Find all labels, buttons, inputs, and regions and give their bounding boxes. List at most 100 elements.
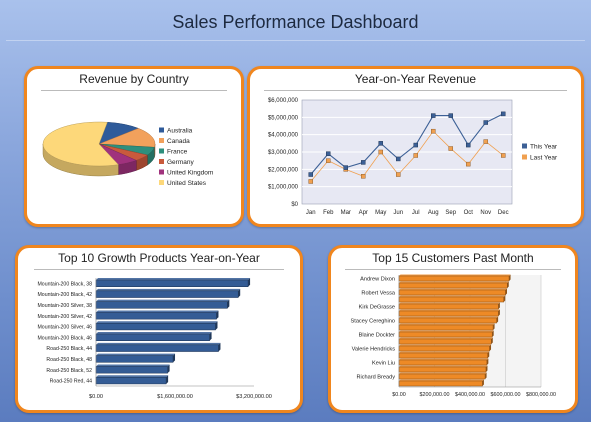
data-point-last-year xyxy=(483,139,488,144)
panel-title-yoy-revenue: Year-on-Year Revenue xyxy=(354,72,477,86)
bar-side xyxy=(238,288,241,298)
bar-side xyxy=(167,364,170,374)
bar-side xyxy=(489,344,492,352)
bar-side xyxy=(227,299,230,309)
x-tick-label: Jul xyxy=(412,210,420,216)
top-products-panel: Top 10 Growth Products Year-on-Year Moun… xyxy=(15,245,303,413)
y-tick-label: $1,000,000 xyxy=(268,185,299,191)
legend-label-this-year: This Year xyxy=(530,144,558,151)
series-line-this-year xyxy=(310,113,504,175)
bar xyxy=(398,282,508,289)
bar-side xyxy=(248,278,251,287)
category-label: Mountain-200 Silver, 42 xyxy=(37,314,92,320)
legend-swatch-united-states xyxy=(159,180,164,185)
dashboard-title: Sales Performance Dashboard xyxy=(172,12,419,32)
legend-label-last-year: Last Year xyxy=(530,155,558,162)
bar-top xyxy=(399,337,493,339)
legend-swatch-australia xyxy=(159,127,164,133)
yoy-revenue-chart: $0 $1,000,000 $2,000,000 $3,000,000 $4,000,0… xyxy=(268,98,558,216)
legend-swatch-this-year xyxy=(522,143,527,149)
pie-slice-canada xyxy=(98,128,156,148)
category-label: Mountain-200 Silver, 38 xyxy=(37,303,92,309)
bar xyxy=(398,324,494,331)
category-label: Road-250 Black, 48 xyxy=(46,357,92,363)
bar-side xyxy=(218,342,221,352)
panel-title-top-customers: Top 15 Customers Past Month xyxy=(372,251,534,265)
category-label: Stacey Cereghino xyxy=(351,319,395,325)
data-point-this-year xyxy=(396,156,401,162)
panel-divider xyxy=(41,90,227,91)
bar xyxy=(398,275,510,282)
category-label: Robert Vessa xyxy=(361,291,395,297)
x-tick-label: $800,000.00 xyxy=(526,392,556,398)
category-label: Road-250 Black, 44 xyxy=(46,346,92,352)
panel-title-top-products: Top 10 Growth Products Year-on-Year xyxy=(58,251,260,265)
data-point-this-year xyxy=(326,151,331,156)
bar-top xyxy=(96,278,251,281)
legend-label-france: France xyxy=(167,149,188,156)
bar xyxy=(398,380,483,387)
bar-top xyxy=(96,342,221,345)
top-customers-panel: Top 15 Customers Past Month Andrew Dixon… xyxy=(328,245,578,413)
category-label: Mountain-200 Black, 42 xyxy=(37,292,92,298)
bar-top xyxy=(96,310,219,313)
legend-swatch-last-year xyxy=(522,154,527,160)
legend-label-united-states: United States xyxy=(167,180,207,187)
yoy-revenue-panel: Year-on-Year Revenue $0 $1,000,000 $2,000,… xyxy=(247,66,584,227)
revenue-by-country-chart: Australia Canada France Germany United Kingd… xyxy=(42,121,213,187)
bar-side xyxy=(487,351,490,359)
bar xyxy=(95,279,249,287)
bar xyxy=(95,323,216,331)
data-point-this-year xyxy=(308,172,313,177)
x-tick-label: Jun xyxy=(393,210,403,216)
bar xyxy=(398,289,506,296)
data-point-last-year xyxy=(448,146,453,151)
y-tick-label: $3,000,000 xyxy=(268,150,299,156)
x-tick-label: Dec xyxy=(498,210,509,216)
x-tick-label: $1,600,000.00 xyxy=(157,394,193,400)
x-tick-label: $3,200,000.00 xyxy=(236,394,272,400)
data-point-last-year xyxy=(466,161,471,167)
x-tick-label: Apr xyxy=(359,210,368,216)
bar-side xyxy=(486,358,489,366)
pie-slice-united-states xyxy=(42,121,119,167)
data-point-this-year xyxy=(431,113,436,118)
category-label: Mountain-200 Silver, 46 xyxy=(37,325,92,331)
category-label: Valerie Hendricks xyxy=(352,347,396,353)
data-point-this-year xyxy=(413,142,418,148)
bar-side xyxy=(496,316,499,324)
bar-top xyxy=(399,295,506,297)
bar xyxy=(95,366,168,374)
category-label: Road-250 Red, 44 xyxy=(50,379,93,385)
bar-top xyxy=(399,379,484,381)
y-tick-label: $6,000,000 xyxy=(268,98,299,104)
panel-divider xyxy=(34,269,284,270)
legend-swatch-canada xyxy=(159,138,164,143)
bar-top xyxy=(96,321,218,324)
bar-side xyxy=(492,330,494,338)
bar-top xyxy=(399,344,492,346)
category-label: Mountain-200 Black, 38 xyxy=(37,281,92,287)
category-label: Mountain-200 Black, 46 xyxy=(37,335,92,341)
title-divider xyxy=(6,40,585,41)
x-tick-label: Oct xyxy=(464,210,474,216)
bar xyxy=(95,355,174,363)
x-tick-label: May xyxy=(375,210,386,216)
category-label: Road-250 Black, 52 xyxy=(46,368,92,374)
category-label: Richard Bready xyxy=(356,375,395,381)
bar xyxy=(398,366,487,373)
data-point-last-year xyxy=(361,174,366,179)
x-tick-label: $0.00 xyxy=(392,392,406,398)
bar-side xyxy=(209,332,212,341)
bar-side xyxy=(498,302,500,310)
bar xyxy=(398,338,492,345)
legend-label-canada: Canada xyxy=(167,138,190,145)
x-tick-label: Feb xyxy=(323,210,334,216)
bar-top xyxy=(399,316,499,318)
bar-side xyxy=(173,353,176,363)
bar-side xyxy=(493,323,495,331)
bar-side xyxy=(498,309,500,317)
x-tick-label: Jan xyxy=(306,210,316,216)
bar xyxy=(398,345,490,352)
bar-top xyxy=(96,332,212,335)
